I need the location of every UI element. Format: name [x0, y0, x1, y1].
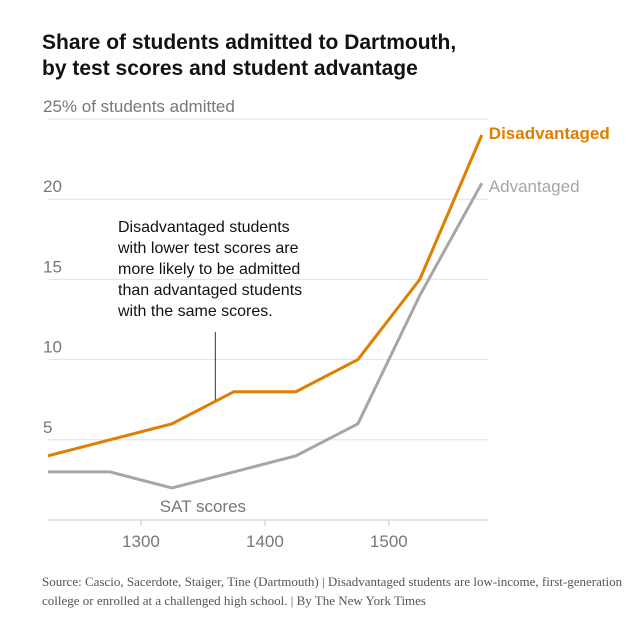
series-label-disadvantaged: Disadvantaged	[489, 124, 610, 143]
x-tick-label: 1500	[370, 532, 408, 551]
series-label-advantaged: Advantaged	[489, 177, 580, 196]
series-line-advantaged	[48, 182, 484, 490]
y-tick-label: 25% of students admitted	[43, 97, 235, 116]
grid-lines	[48, 118, 488, 441]
chart-title: Share of students admitted to Dartmouth,…	[42, 30, 602, 82]
x-tick-label: 1300	[122, 532, 160, 551]
y-tick-label: 15	[43, 257, 62, 276]
y-tick-label: 20	[43, 177, 62, 196]
annotation-text-line: with the same scores.	[117, 303, 273, 320]
annotation-text-line: more likely to be admitted	[118, 261, 300, 278]
chart-title-line-1: Share of students admitted to Dartmouth,	[42, 31, 457, 54]
annotation-text-line: with lower test scores are	[117, 240, 299, 257]
series-lines	[47, 134, 484, 490]
annotation-text-line: than advantaged students	[118, 282, 302, 299]
y-tick-label: 10	[43, 338, 62, 357]
series-line-disadvantaged	[47, 134, 484, 458]
annotation-text-line: Disadvantaged students	[118, 219, 290, 236]
axes: 5 10 15 20 25% of students admitted 1300 1400 1…	[43, 97, 488, 551]
chart-title-line-2: by test scores and student advantage	[42, 57, 418, 80]
source-note: Source: Cascio, Sacerdote, Staiger, Tine…	[42, 574, 623, 608]
line-chart: 5 10 15 20 25% of students admitted 1300 1400 1…	[43, 97, 610, 551]
y-tick-label: 5	[43, 418, 52, 437]
labels: Disadvantaged Advantaged Disadvantaged stu…	[117, 124, 610, 400]
x-axis-title: SAT scores	[160, 497, 246, 516]
x-tick-label: 1400	[246, 532, 284, 551]
